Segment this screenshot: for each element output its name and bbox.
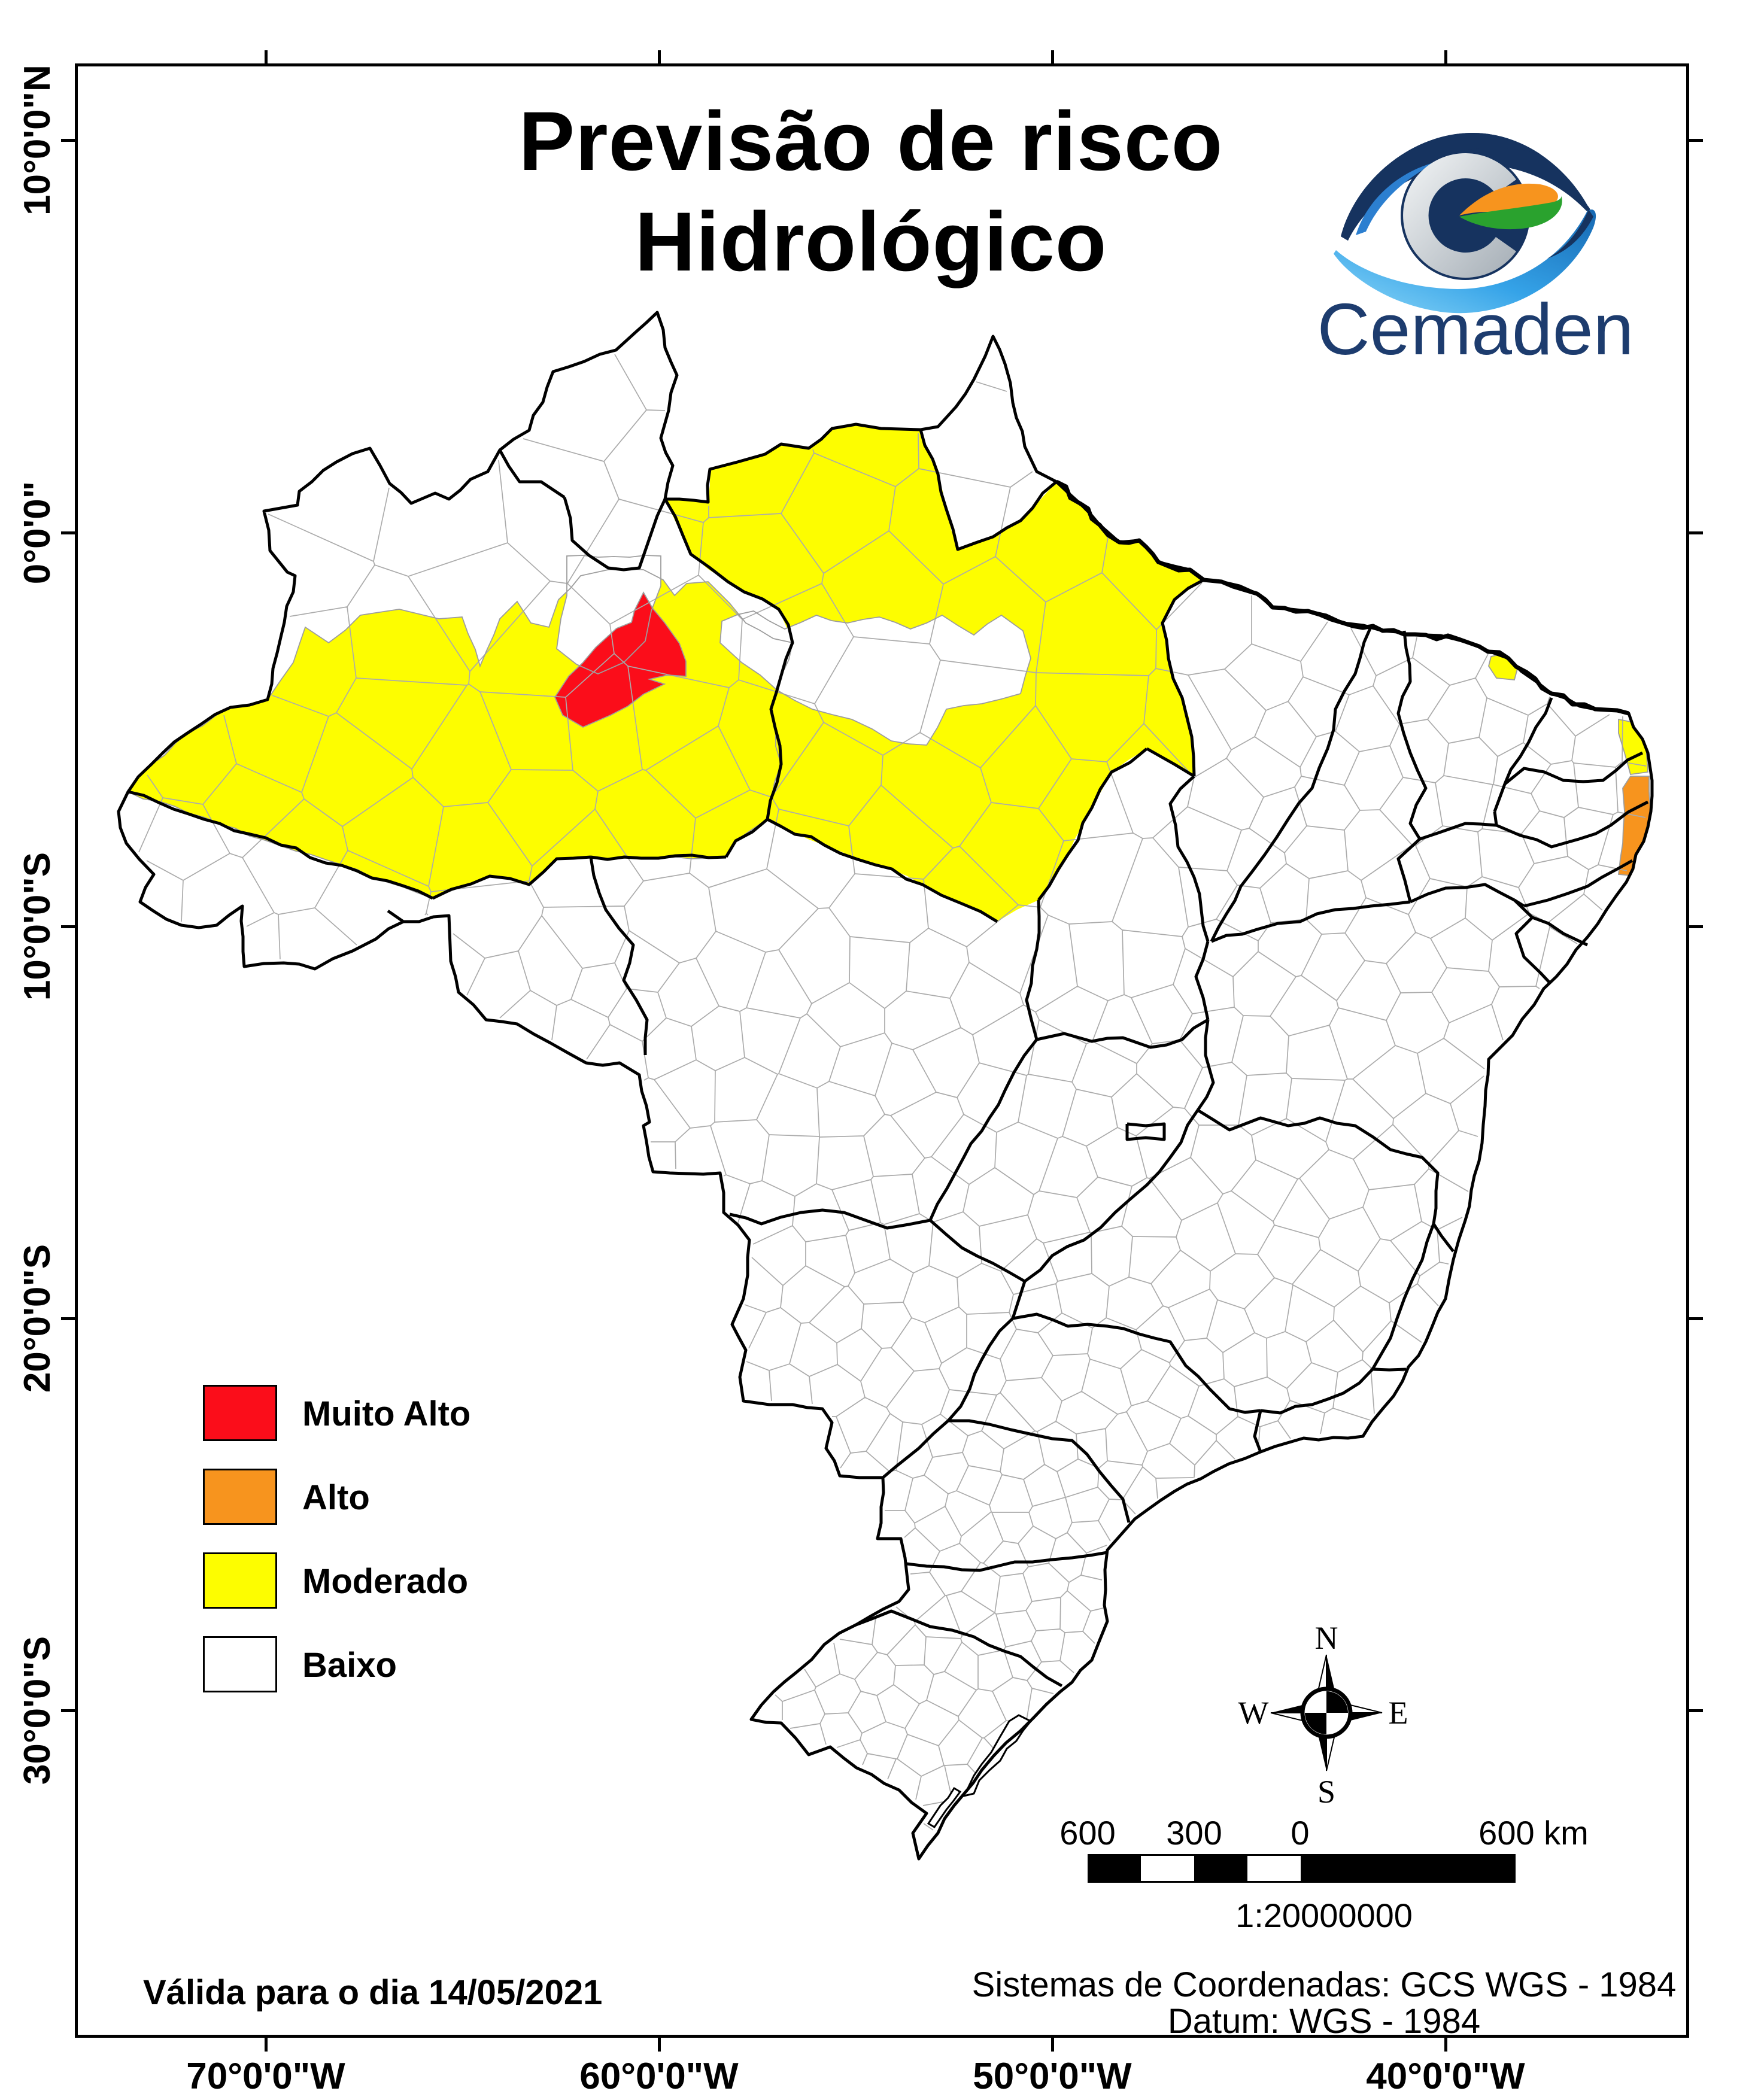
- svg-text:W: W: [1238, 1695, 1269, 1731]
- svg-text:E: E: [1389, 1695, 1408, 1731]
- svg-text:Cemaden: Cemaden: [1317, 288, 1634, 370]
- svg-text:N: N: [1315, 1620, 1338, 1656]
- svg-text:S: S: [1317, 1774, 1335, 1810]
